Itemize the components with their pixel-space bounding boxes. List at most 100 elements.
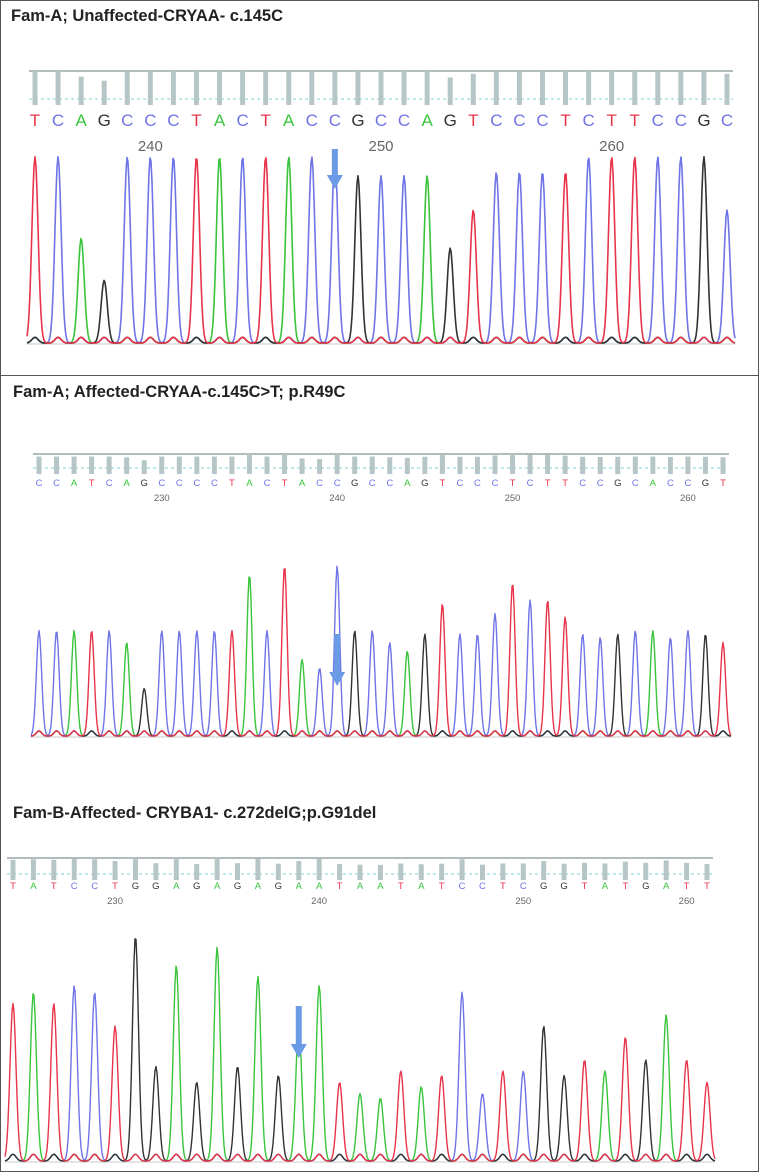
base-call: T xyxy=(112,881,118,892)
quality-bar xyxy=(541,861,547,880)
base-call: T xyxy=(468,111,478,130)
quality-bar xyxy=(194,864,200,880)
base-call: A xyxy=(299,478,306,489)
base-call: T xyxy=(622,881,628,892)
quality-bar xyxy=(492,455,498,474)
quality-bar xyxy=(398,863,404,880)
base-call: G xyxy=(702,478,709,489)
base-call: T xyxy=(562,478,568,489)
quality-bar xyxy=(124,457,130,474)
base-call: C xyxy=(459,881,466,892)
quality-bar xyxy=(561,863,567,880)
quality-bar xyxy=(609,71,615,105)
base-call: C xyxy=(520,881,527,892)
quality-bar xyxy=(520,863,526,880)
base-call: C xyxy=(513,111,525,130)
quality-bar xyxy=(217,71,223,105)
quality-bar xyxy=(678,71,684,105)
base-call: C xyxy=(329,111,341,130)
quality-bar xyxy=(316,858,322,880)
quality-bar xyxy=(539,71,545,105)
base-call: G xyxy=(98,111,111,130)
quality-bar xyxy=(500,863,506,880)
tick-label: 230 xyxy=(154,493,170,504)
base-call: T xyxy=(10,881,16,892)
panel-title: Fam-A; Affected-CRYAA-c.145C>T; p.R49C xyxy=(13,383,346,401)
quality-bar xyxy=(493,71,499,105)
quality-bar xyxy=(332,71,338,105)
quality-bar xyxy=(378,71,384,105)
quality-bar xyxy=(55,71,61,105)
quality-bar xyxy=(459,859,465,880)
base-call: C xyxy=(211,478,218,489)
tick-label: 260 xyxy=(680,493,696,504)
quality-bar xyxy=(447,77,453,105)
quality-bar xyxy=(229,456,235,474)
base-call: T xyxy=(684,881,690,892)
tick-label: 250 xyxy=(368,138,393,155)
base-call: G xyxy=(351,111,364,130)
tick-label: 260 xyxy=(679,896,695,907)
trace-A xyxy=(4,946,716,1162)
base-call: A xyxy=(421,111,433,130)
base-call: C xyxy=(193,478,200,489)
quality-bar xyxy=(71,858,77,880)
base-call: T xyxy=(720,478,726,489)
tick-label: 240 xyxy=(311,896,327,907)
base-call: C xyxy=(369,478,376,489)
base-call: G xyxy=(234,881,241,892)
quality-bar xyxy=(527,454,533,474)
base-call: C xyxy=(675,111,687,130)
quality-bar xyxy=(78,76,84,105)
base-call: T xyxy=(439,478,445,489)
tick-label: 250 xyxy=(515,896,531,907)
base-call: T xyxy=(560,111,570,130)
quality-bar xyxy=(615,456,621,474)
base-call: C xyxy=(158,478,165,489)
base-call: T xyxy=(398,881,404,892)
base-call: C xyxy=(456,478,463,489)
base-call: A xyxy=(124,478,131,489)
base-call: C xyxy=(53,478,60,489)
base-call: C xyxy=(667,478,674,489)
mutation-arrow-icon xyxy=(329,634,346,686)
base-call: A xyxy=(255,881,262,892)
quality-bar xyxy=(602,863,608,880)
base-call: T xyxy=(229,478,235,489)
trace-T xyxy=(4,1002,716,1162)
base-call: C xyxy=(527,478,534,489)
quality-bar xyxy=(101,80,107,105)
quality-bar xyxy=(632,456,638,474)
quality-bar xyxy=(597,456,603,474)
quality-bar xyxy=(337,864,343,880)
quality-bar xyxy=(51,859,57,880)
quality-bar xyxy=(650,456,656,474)
quality-bar xyxy=(32,71,38,105)
quality-bar xyxy=(264,456,270,474)
quality-bar xyxy=(214,858,220,880)
base-call: C xyxy=(652,111,664,130)
quality-bar xyxy=(562,455,568,474)
mutation-arrow-icon xyxy=(290,1006,307,1058)
quality-bar xyxy=(211,456,217,474)
quality-bar xyxy=(387,457,393,474)
base-call: T xyxy=(51,881,57,892)
quality-bar xyxy=(622,861,628,880)
quality-bar xyxy=(724,73,730,105)
base-call: A xyxy=(316,881,323,892)
quality-bar xyxy=(176,456,182,474)
base-call: G xyxy=(275,881,282,892)
quality-bar xyxy=(355,71,361,105)
base-call: C xyxy=(632,478,639,489)
quality-bar xyxy=(159,456,165,474)
base-call: C xyxy=(52,111,64,130)
base-call: C xyxy=(264,478,271,489)
base-call: C xyxy=(536,111,548,130)
quality-bar xyxy=(655,71,661,105)
quality-bar xyxy=(701,71,707,105)
quality-bar xyxy=(457,456,463,474)
quality-bar xyxy=(317,458,323,474)
quality-bar xyxy=(545,454,551,474)
